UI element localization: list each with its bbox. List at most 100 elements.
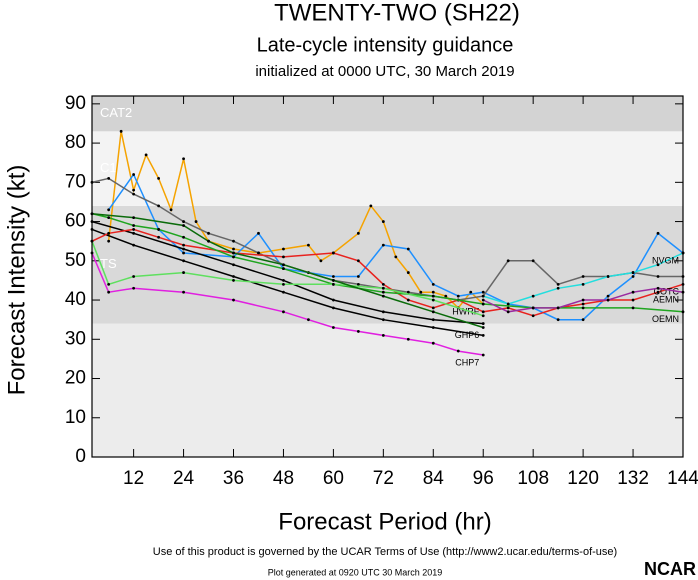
point bbox=[232, 251, 235, 255]
point bbox=[606, 298, 610, 302]
point bbox=[481, 310, 485, 314]
point bbox=[132, 188, 136, 192]
point bbox=[431, 290, 435, 294]
point bbox=[406, 271, 410, 274]
series-line bbox=[91, 240, 484, 317]
point bbox=[157, 228, 160, 231]
point bbox=[606, 275, 610, 278]
point bbox=[406, 247, 410, 251]
point bbox=[331, 326, 335, 329]
point bbox=[107, 216, 111, 220]
point bbox=[331, 279, 335, 282]
plot-frame bbox=[91, 95, 684, 458]
series-label: COTC bbox=[654, 287, 680, 297]
point bbox=[182, 247, 185, 251]
point bbox=[182, 224, 185, 227]
band-label: C1 bbox=[100, 160, 117, 175]
point bbox=[119, 129, 123, 133]
point bbox=[182, 259, 185, 263]
point bbox=[107, 290, 111, 294]
point bbox=[331, 282, 335, 286]
point bbox=[431, 310, 435, 314]
point bbox=[194, 220, 198, 223]
point bbox=[381, 318, 385, 322]
point bbox=[282, 279, 285, 282]
chart-subtitle: Late-cycle intensity guidance bbox=[257, 34, 514, 56]
point bbox=[531, 294, 535, 298]
point bbox=[132, 286, 136, 290]
point bbox=[107, 282, 111, 286]
x-tick-label: 96 bbox=[473, 468, 494, 489]
point bbox=[307, 318, 310, 322]
y-tick-label: 50 bbox=[65, 250, 86, 271]
chart-title: TWENTY-TWO (SH22) bbox=[274, 0, 520, 26]
footer: Use of this product is governed by the U… bbox=[153, 546, 617, 558]
point bbox=[419, 290, 423, 294]
point bbox=[581, 275, 585, 278]
x-tick-label: 24 bbox=[173, 468, 195, 489]
point bbox=[282, 247, 285, 251]
point bbox=[556, 282, 560, 286]
point bbox=[182, 251, 185, 255]
y-tick-label: 10 bbox=[65, 407, 86, 428]
series-label: GHP6 bbox=[455, 330, 480, 340]
point bbox=[307, 243, 310, 247]
point bbox=[381, 243, 385, 247]
series-line bbox=[91, 212, 484, 329]
point bbox=[381, 333, 385, 337]
point bbox=[406, 298, 410, 302]
point bbox=[331, 306, 335, 310]
x-axis-label: Forecast Period (hr) bbox=[278, 508, 491, 535]
point bbox=[232, 275, 235, 278]
point bbox=[431, 298, 435, 302]
point bbox=[182, 243, 185, 247]
point bbox=[132, 275, 136, 278]
point bbox=[481, 333, 485, 337]
point bbox=[132, 231, 136, 235]
point bbox=[132, 216, 136, 220]
y-tick-label: 30 bbox=[65, 328, 86, 349]
point bbox=[132, 192, 136, 196]
point bbox=[431, 318, 435, 322]
point bbox=[169, 208, 173, 212]
intensity-band bbox=[92, 205, 683, 324]
series-label: NVGM bbox=[652, 255, 679, 265]
point bbox=[356, 231, 360, 235]
point bbox=[257, 231, 260, 235]
y-tick-label: 70 bbox=[65, 171, 86, 192]
point bbox=[381, 310, 385, 314]
series-line bbox=[91, 252, 484, 356]
point bbox=[631, 298, 635, 302]
point bbox=[132, 224, 136, 227]
x-tick-label: 12 bbox=[123, 468, 144, 489]
logo: NCAR bbox=[644, 559, 696, 579]
point bbox=[531, 306, 535, 310]
point bbox=[631, 290, 635, 294]
point bbox=[356, 330, 360, 333]
point bbox=[556, 318, 560, 322]
point bbox=[406, 290, 410, 294]
point bbox=[182, 271, 185, 274]
point bbox=[481, 314, 485, 318]
point bbox=[282, 290, 285, 294]
point bbox=[356, 275, 360, 278]
point bbox=[157, 204, 160, 208]
point bbox=[481, 322, 485, 325]
point bbox=[356, 259, 360, 263]
series-line bbox=[91, 228, 684, 317]
band-label: TS bbox=[100, 256, 117, 271]
point bbox=[656, 263, 660, 267]
point bbox=[282, 263, 285, 267]
point bbox=[107, 177, 111, 180]
point bbox=[531, 314, 535, 318]
point bbox=[481, 353, 485, 357]
point bbox=[656, 275, 660, 278]
point bbox=[232, 263, 235, 267]
x-tick-label: 108 bbox=[517, 468, 549, 489]
point bbox=[182, 157, 185, 161]
point bbox=[556, 306, 560, 310]
point bbox=[481, 294, 485, 298]
point bbox=[232, 247, 235, 251]
point bbox=[531, 259, 535, 263]
